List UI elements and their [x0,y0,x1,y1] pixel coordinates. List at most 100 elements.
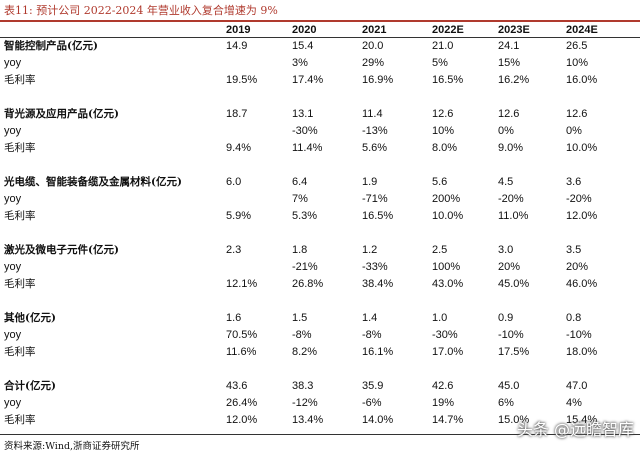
revenue-value: 13.1 [292,108,314,120]
yoy-value: 5% [432,57,448,69]
margin-value: 8.0% [432,142,458,154]
margin-value: 5.6% [362,142,388,154]
margin-value: 13.4% [292,414,324,426]
revenue-value: 11.4 [362,108,383,120]
yoy-value: -33% [362,261,388,273]
revenue-value: 12.6 [432,108,454,120]
margin-value: 12.1% [226,278,258,290]
margin-value: 43.0% [432,278,464,290]
revenue-value: 5.6 [432,176,448,188]
yoy-value: 15% [498,57,521,69]
revenue-value: 1.4 [362,312,378,324]
revenue-value: 4.5 [498,176,514,188]
margin-label: 毛利率 [4,142,36,154]
yoy-value: 26.4% [226,397,258,409]
revenue-value: 14.9 [226,40,248,52]
revenue-value: 2.5 [432,244,448,256]
revenue-value: 1.2 [362,244,378,256]
yoy-value: 4% [566,397,582,409]
revenue-value: 20.0 [362,40,384,52]
margin-value: 16.2% [498,74,530,86]
margin-value: 11.6% [226,346,257,358]
margin-label: 毛利率 [4,346,36,358]
yoy-value: -21% [292,261,318,273]
footer-divider [0,434,640,435]
yoy-value: -30% [432,329,458,341]
margin-value: 15.4% [566,414,598,426]
yoy-value: 19% [432,397,455,409]
segment-name: 智能控制产品(亿元) [4,40,98,52]
yoy-value: -12% [292,397,318,409]
yoy-value: 0% [498,125,514,137]
column-header: 2019 [226,24,251,36]
yoy-value: 200% [432,193,461,205]
revenue-value: 1.6 [226,312,242,324]
margin-value: 12.0% [226,414,258,426]
yoy-value: -13% [362,125,388,137]
yoy-label: yoy [4,261,22,273]
watermark: 头条 @远瞻智库 [516,420,634,439]
yoy-value: -20% [566,193,592,205]
revenue-value: 15.4 [292,40,314,52]
margin-value: 9.0% [498,142,524,154]
margin-value: 11.0% [498,210,529,222]
margin-value: 16.0% [566,74,598,86]
revenue-value: 1.8 [292,244,308,256]
segment-name: 激光及微电子元件(亿元) [4,244,119,256]
yoy-value: 3% [292,57,308,69]
revenue-value: 0.8 [566,312,582,324]
margin-value: 46.0% [566,278,598,290]
margin-value: 45.0% [498,278,530,290]
revenue-value: 1.0 [432,312,448,324]
column-header: 2022E [432,24,464,36]
margin-value: 17.0% [432,346,464,358]
revenue-value: 3.5 [566,244,582,256]
margin-value: 16.9% [362,74,394,86]
yoy-label: yoy [4,329,22,341]
margin-value: 16.5% [432,74,464,86]
yoy-value: -8% [362,329,382,341]
revenue-value: 24.1 [498,40,520,52]
margin-value: 5.9% [226,210,252,222]
revenue-value: 12.6 [566,108,588,120]
yoy-value: 70.5% [226,329,258,341]
revenue-value: 18.7 [226,108,248,120]
yoy-value: -10% [498,329,524,341]
revenue-value: 2.3 [226,244,242,256]
source-note: 资料来源:Wind,浙商证券研究所 [4,441,140,452]
revenue-value: 45.0 [498,380,520,392]
margin-value: 38.4% [362,278,394,290]
column-header: 2023E [498,24,530,36]
yoy-value: -8% [292,329,312,341]
margin-label: 毛利率 [4,74,36,86]
revenue-value: 42.6 [432,380,454,392]
margin-value: 14.0% [362,414,394,426]
yoy-value: -71% [362,193,388,205]
margin-value: 14.7% [432,414,464,426]
margin-value: 12.0% [566,210,598,222]
margin-value: 16.1% [362,346,394,358]
margin-value: 16.5% [362,210,394,222]
revenue-value: 35.9 [362,380,384,392]
yoy-value: -6% [362,397,382,409]
margin-label: 毛利率 [4,278,36,290]
yoy-label: yoy [4,193,22,205]
yoy-label: yoy [4,397,22,409]
margin-label: 毛利率 [4,414,36,426]
column-header: 2020 [292,24,317,36]
margin-value: 10.0% [432,210,464,222]
revenue-value: 21.0 [432,40,454,52]
margin-value: 11.4% [292,142,323,154]
margin-value: 17.5% [498,346,530,358]
margin-value: 5.3% [292,210,318,222]
yoy-value: 20% [498,261,521,273]
yoy-value: 29% [362,57,385,69]
revenue-value: 6.4 [292,176,308,188]
margin-value: 15.0% [498,414,530,426]
column-header: 2021 [362,24,387,36]
revenue-value: 3.0 [498,244,514,256]
margin-value: 10.0% [566,142,598,154]
segment-name: 光电缆、智能装备缆及金属材料(亿元) [4,176,182,188]
header-divider [0,37,640,38]
margin-value: 18.0% [566,346,598,358]
